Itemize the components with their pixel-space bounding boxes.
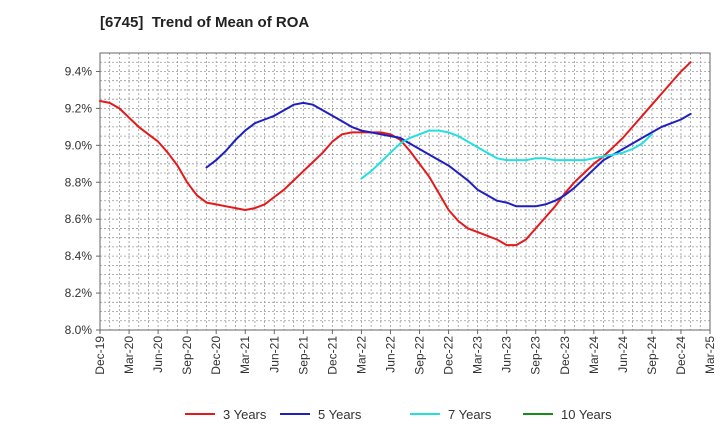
- x-tick-label: Jun-21: [267, 336, 281, 373]
- x-tick-label: Dec-22: [442, 336, 456, 375]
- y-tick-label: 9.2%: [65, 101, 93, 115]
- y-tick-label: 8.0%: [65, 323, 93, 337]
- y-tick-label: 8.4%: [65, 249, 93, 263]
- x-tick-label: Dec-20: [209, 336, 223, 375]
- x-tick-label: Sep-24: [645, 336, 659, 375]
- plot-frame: [99, 52, 711, 331]
- y-tick-label: 9.0%: [65, 138, 93, 152]
- x-tick-label: Jun-23: [500, 336, 514, 373]
- x-tick-label: Sep-20: [180, 336, 194, 375]
- x-tick-label: Dec-24: [674, 336, 688, 375]
- y-tick-label: 8.2%: [65, 286, 93, 300]
- x-tick-label: Mar-23: [471, 336, 485, 374]
- legend-label-7-years: 7 Years: [448, 407, 492, 422]
- y-tick-label: 8.8%: [65, 175, 93, 189]
- chart-title: [6745] Trend of Mean of ROA: [100, 14, 310, 31]
- x-tick-label: Sep-21: [296, 336, 310, 375]
- x-tick-label: Mar-22: [354, 336, 368, 374]
- x-tick-label: Jun-22: [383, 336, 397, 373]
- x-tick-label: Mar-20: [122, 336, 136, 374]
- x-tick-label: Jun-24: [616, 336, 630, 373]
- series-line-7-years: [360, 129, 653, 180]
- series-line-5-years: [205, 101, 692, 208]
- legend-label-3-years: 3 Years: [223, 407, 267, 422]
- x-tick-label: Dec-21: [325, 336, 339, 375]
- x-tick-label: Dec-19: [93, 336, 107, 375]
- y-tick-label: 8.6%: [65, 212, 93, 226]
- x-tick-label: Sep-23: [529, 336, 543, 375]
- x-tick-label: Jun-20: [151, 336, 165, 373]
- x-tick-label: Sep-22: [413, 336, 427, 375]
- legend-label-5-years: 5 Years: [318, 407, 362, 422]
- x-tick-label: Dec-23: [558, 336, 572, 375]
- y-tick-label: 9.4%: [65, 64, 93, 78]
- x-tick-label: Mar-24: [587, 336, 601, 374]
- legend-label-10-years: 10 Years: [561, 407, 612, 422]
- x-tick-label: Mar-25: [703, 336, 717, 374]
- x-tick-label: Mar-21: [238, 336, 252, 374]
